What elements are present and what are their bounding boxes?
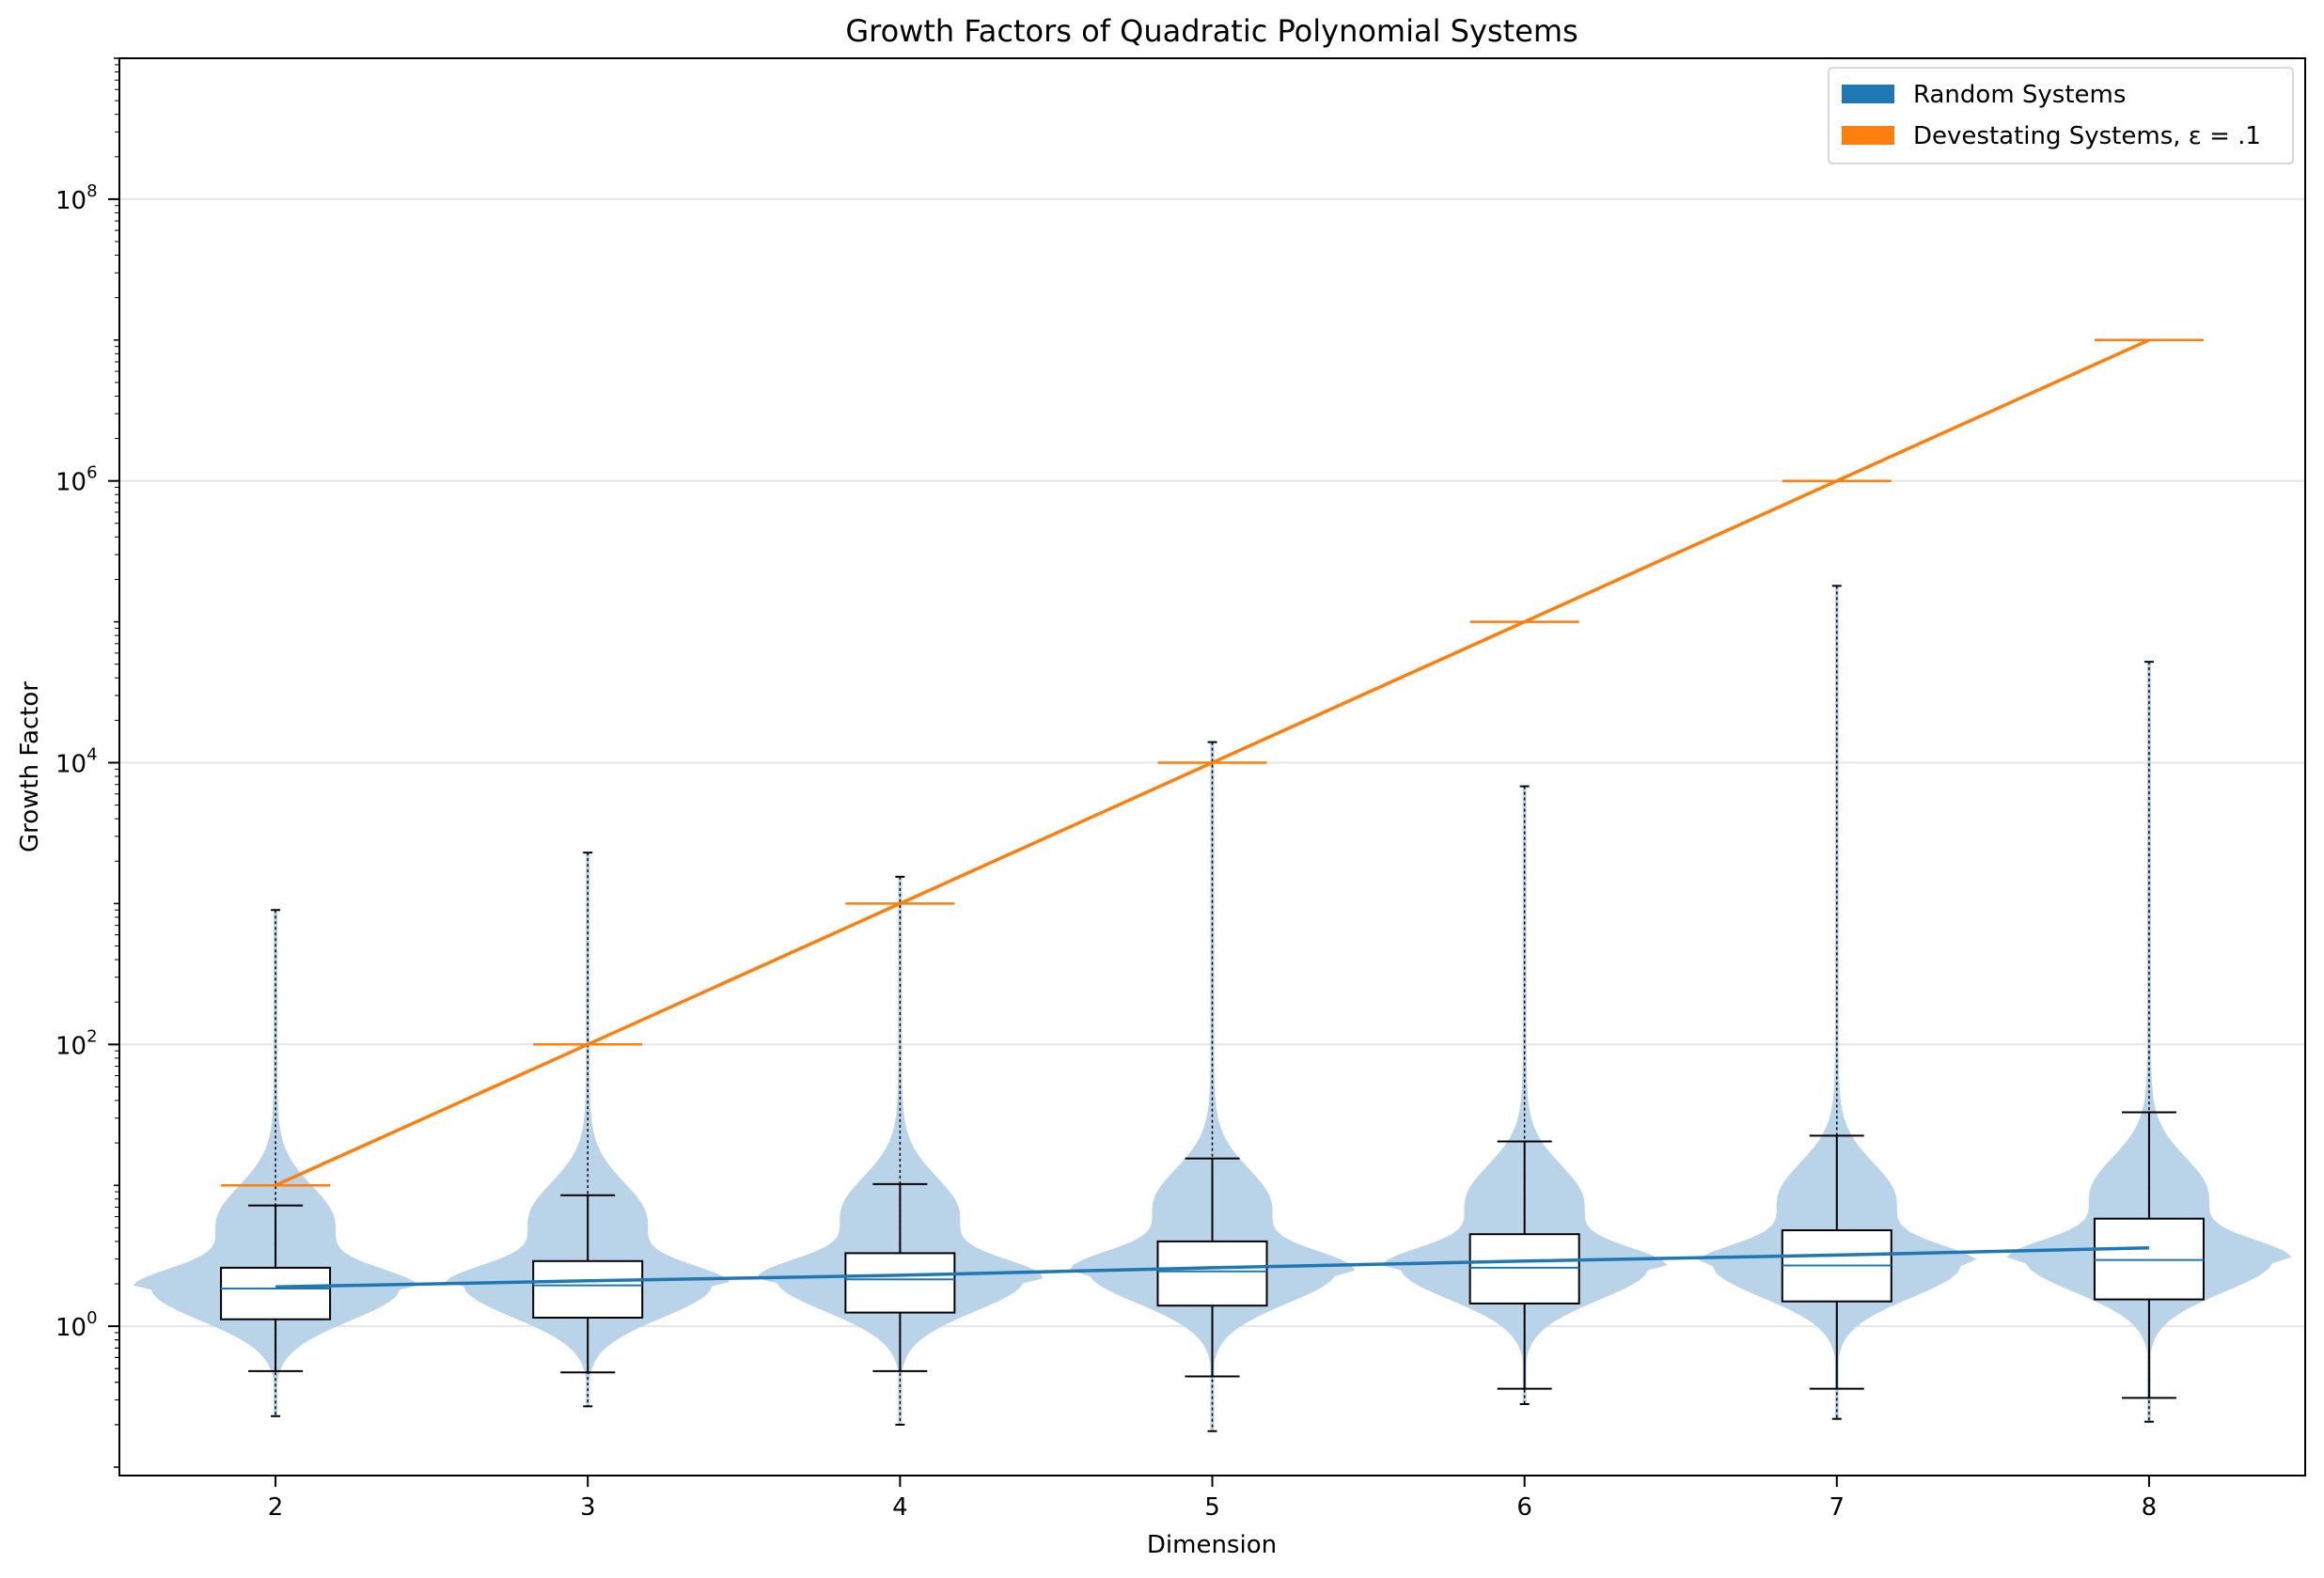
violin-body: [133, 910, 418, 1416]
violin-body: [757, 876, 1044, 1425]
y-tick-label: 102: [55, 1026, 98, 1060]
y-tick-label: 108: [55, 181, 98, 215]
box: [220, 1266, 332, 1320]
legend-label-random: Random Systems: [1913, 81, 2126, 109]
x-tick-label: 2: [268, 1493, 284, 1522]
chart-title: Growth Factors of Quadratic Polynomial S…: [845, 13, 1578, 49]
legend-swatch-devastating: [1842, 126, 1894, 145]
x-tick-label: 4: [892, 1493, 908, 1522]
y-tick-label: 104: [55, 745, 98, 779]
random-series-line: [275, 1245, 2149, 1289]
violin-body: [1697, 586, 1977, 1419]
y-tick-label: 106: [55, 463, 98, 497]
y-tick-label: 100: [55, 1308, 98, 1342]
x-axis-label: Dimension: [1147, 1531, 1277, 1559]
y-axis-label: Growth Factor: [16, 681, 44, 852]
legend-label-devastating: Devestating Systems, ε = .1: [1913, 122, 2261, 150]
legend-swatch-random: [1842, 85, 1894, 103]
box: [1468, 1233, 1580, 1305]
legend-box: [1828, 67, 2294, 164]
x-tick-label: 8: [2142, 1493, 2158, 1522]
x-tick-label: 3: [580, 1493, 596, 1522]
violin-body: [1381, 786, 1668, 1404]
legend: Random Systems Devestating Systems, ε = .…: [1828, 67, 2294, 164]
box: [532, 1259, 644, 1320]
box: [1156, 1240, 1268, 1307]
box-plots: [220, 585, 2205, 1432]
x-tick-label: 6: [1516, 1493, 1532, 1522]
axes: 100 102 104 106 108 2 3 4 5 6 7 8: [55, 57, 2158, 1522]
box: [2093, 1217, 2205, 1301]
box: [844, 1252, 956, 1314]
devastating-series-line: [275, 338, 2150, 1187]
series-lines: [221, 338, 2204, 1289]
x-tick-label: 7: [1829, 1493, 1845, 1522]
x-tick-label: 5: [1204, 1493, 1220, 1522]
